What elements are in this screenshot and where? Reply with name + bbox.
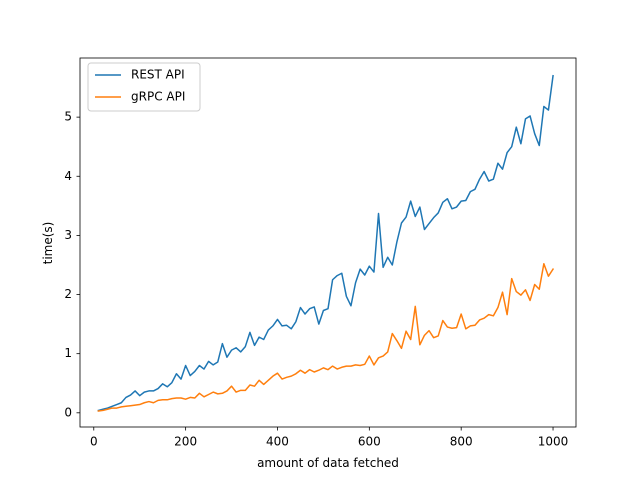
x-tick-label: 400 [266, 435, 289, 449]
axes: 0 200 400 600 800 1000 0 1 2 3 4 5 [64, 57, 577, 449]
x-tick-label: 200 [174, 435, 197, 449]
x-tick-label: 800 [450, 435, 473, 449]
series-line-grpc-api [97, 263, 555, 412]
x-tick-label: 1000 [538, 435, 569, 449]
y-tick-label: 5 [64, 110, 72, 124]
y-tick-label: 4 [64, 169, 72, 183]
series-line-rest-api [97, 74, 554, 412]
y-tick-label: 0 [64, 405, 72, 419]
plot-area [97, 74, 555, 412]
legend-label-rest-api: REST API [131, 68, 185, 82]
y-tick-label: 3 [64, 228, 72, 242]
x-axis-label: amount of data fetched [257, 456, 399, 470]
legend-label-grpc-api: gRPC API [131, 90, 185, 104]
y-tick-label: 2 [64, 287, 72, 301]
y-axis-label: time(s) [41, 222, 55, 265]
x-tick-label: 0 [90, 435, 98, 449]
legend: REST API gRPC API [87, 62, 201, 112]
x-tick-label: 600 [358, 435, 381, 449]
y-tick-label: 1 [64, 346, 72, 360]
axes-frame [79, 57, 577, 428]
